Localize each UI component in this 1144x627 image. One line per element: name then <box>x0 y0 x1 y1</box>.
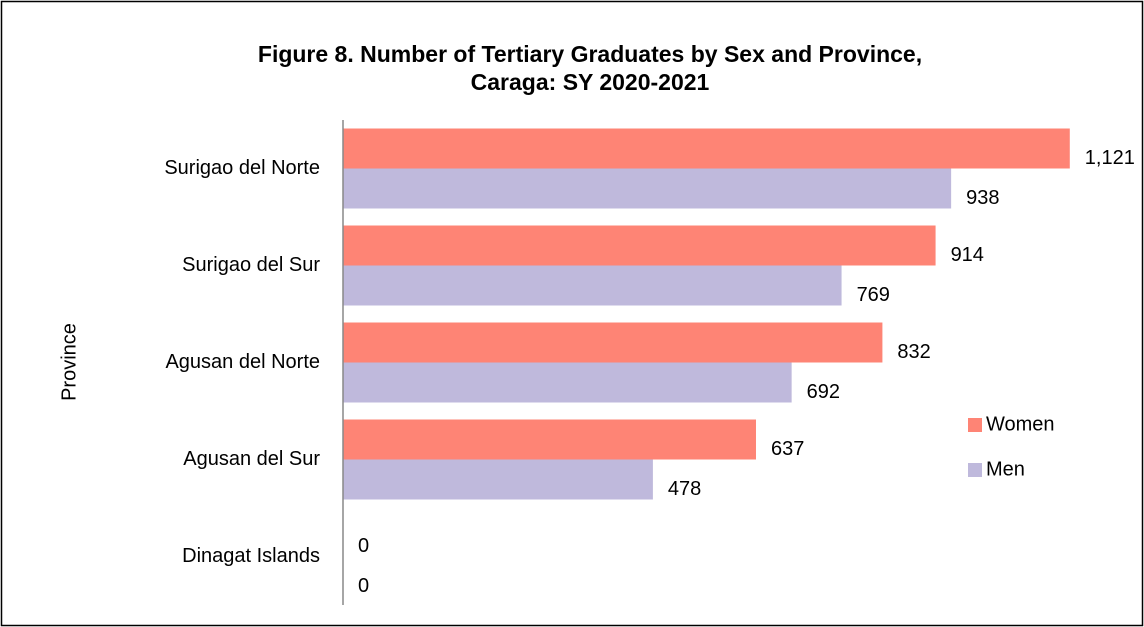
legend-swatch <box>968 463 982 477</box>
bar <box>343 265 842 306</box>
y-tick-label: Dinagat Islands <box>182 545 320 567</box>
legend-label: Women <box>986 413 1055 435</box>
y-tick-label: Agusan del Norte <box>165 351 320 373</box>
data-label: 769 <box>857 284 890 306</box>
bar <box>343 419 756 460</box>
legend-label: Men <box>986 458 1025 480</box>
data-label: 478 <box>668 478 701 500</box>
bar <box>343 322 883 363</box>
data-label: 637 <box>771 438 804 460</box>
data-label: 0 <box>358 575 369 597</box>
y-axis-label: Province <box>58 323 80 401</box>
y-tick-label: Agusan del Sur <box>183 448 320 470</box>
data-label: 832 <box>897 341 930 363</box>
data-label: 0 <box>358 535 369 557</box>
chart-title: Caraga: SY 2020-2021 <box>471 69 710 95</box>
bar <box>343 362 792 403</box>
y-tick-label: Surigao del Norte <box>164 157 320 179</box>
data-label: 938 <box>966 187 999 209</box>
bar <box>343 128 1070 169</box>
bar <box>343 225 936 266</box>
data-label: 692 <box>807 381 840 403</box>
data-label: 1,121 <box>1085 147 1135 169</box>
bar <box>343 168 952 209</box>
bar <box>343 459 653 500</box>
data-label: 914 <box>951 244 984 266</box>
chart-title: Figure 8. Number of Tertiary Graduates b… <box>258 41 922 67</box>
y-tick-label: Surigao del Sur <box>182 254 320 276</box>
legend-swatch <box>968 418 982 432</box>
